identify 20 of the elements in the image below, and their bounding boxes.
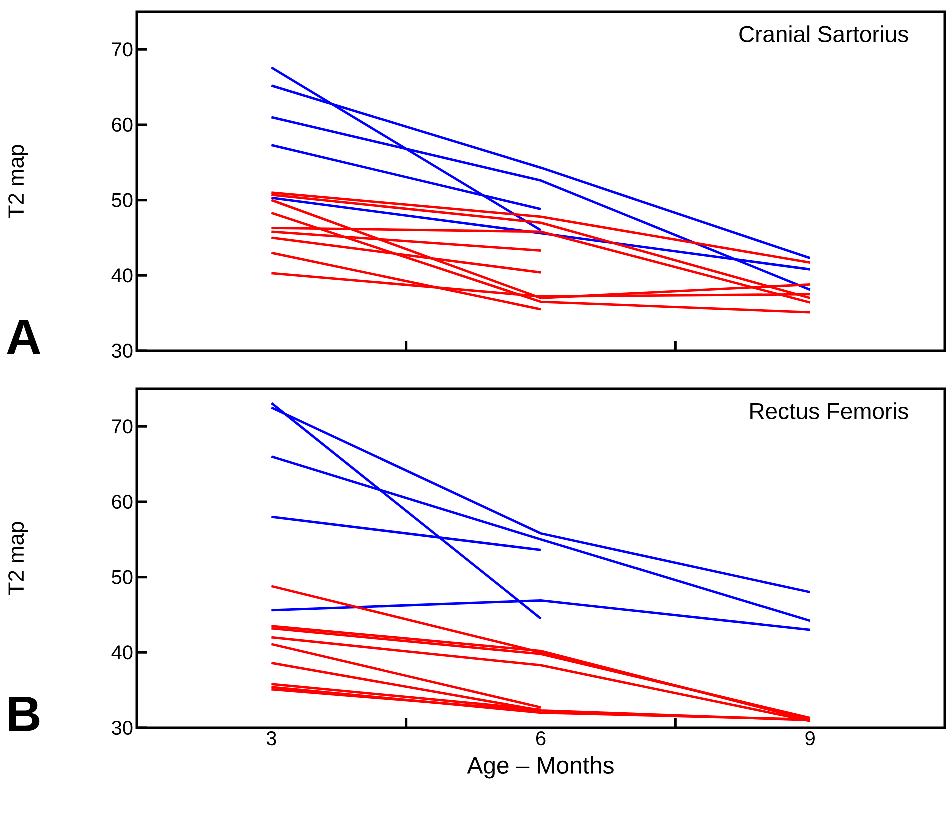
y-tick-label: 60 (112, 118, 133, 132)
y-tick-label: 30 (112, 720, 133, 736)
y-axis-title: T2 map (8, 522, 28, 596)
x-axis-title: Age – Months (467, 756, 614, 779)
y-tick-label: 70 (112, 42, 133, 57)
y-tick-label: 50 (112, 570, 133, 584)
y-axis-title: T2 map (8, 145, 28, 218)
y-tick-label: 50 (112, 193, 133, 208)
chart-title: Rectus Femoris (750, 402, 908, 420)
text: B (9, 696, 40, 732)
x-tick-label: 9 (806, 732, 815, 746)
x-tick-label: 6 (536, 732, 546, 746)
y-tick-label: 30 (112, 344, 133, 358)
y-tick-label: 40 (112, 646, 133, 660)
y-tick-label: 40 (112, 268, 133, 283)
y-tick-label: 60 (112, 494, 133, 510)
chart-title: Cranial Sartorius (740, 26, 908, 42)
text: A (7, 320, 41, 354)
x-tick-label: 3 (266, 732, 276, 746)
y-tick-label: 70 (112, 420, 133, 434)
